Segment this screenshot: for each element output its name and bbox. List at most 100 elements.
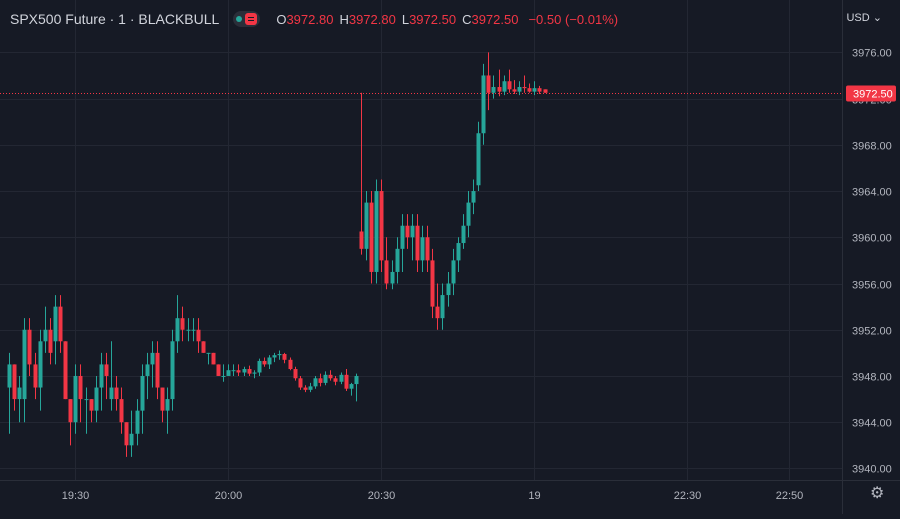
candle[interactable] <box>267 355 272 370</box>
candle[interactable] <box>532 81 537 96</box>
candle[interactable] <box>282 352 287 364</box>
candle[interactable] <box>150 341 155 388</box>
candle[interactable] <box>78 364 83 423</box>
candle[interactable] <box>135 399 140 446</box>
candle[interactable] <box>242 366 247 376</box>
candle[interactable] <box>231 364 236 376</box>
candle[interactable] <box>354 373 359 402</box>
gear-icon[interactable]: ⚙ <box>870 485 885 502</box>
candle[interactable] <box>288 357 293 371</box>
candle[interactable] <box>12 364 17 411</box>
candle[interactable] <box>522 75 527 93</box>
candle[interactable] <box>410 214 415 261</box>
candle[interactable] <box>435 283 440 330</box>
candle[interactable] <box>119 387 124 434</box>
market-status-icon[interactable] <box>233 11 261 27</box>
currency-selector[interactable]: USD ⌄ <box>846 11 882 24</box>
candle[interactable] <box>84 387 89 434</box>
candle[interactable] <box>129 410 134 457</box>
candle[interactable] <box>155 341 160 400</box>
candle[interactable] <box>293 366 298 381</box>
candle[interactable] <box>318 373 323 387</box>
candle[interactable] <box>333 375 338 386</box>
candle[interactable] <box>165 387 170 434</box>
candle[interactable] <box>517 81 522 96</box>
candle[interactable] <box>99 352 104 411</box>
candle[interactable] <box>461 214 466 249</box>
candle[interactable] <box>104 352 109 400</box>
candle[interactable] <box>308 382 313 393</box>
candle[interactable] <box>89 399 94 423</box>
candle[interactable] <box>451 248 456 296</box>
candle[interactable] <box>33 352 38 400</box>
candle[interactable] <box>349 382 354 396</box>
candle[interactable] <box>68 399 73 446</box>
candle[interactable] <box>543 89 548 93</box>
candle[interactable] <box>527 83 532 93</box>
candle[interactable] <box>17 375 22 423</box>
candle[interactable] <box>313 375 318 389</box>
candle[interactable] <box>379 179 384 272</box>
candle[interactable] <box>277 350 282 360</box>
candle[interactable] <box>339 372 344 385</box>
candle[interactable] <box>497 69 502 97</box>
candle[interactable] <box>22 318 27 423</box>
candle[interactable] <box>247 365 252 376</box>
candle[interactable] <box>420 225 425 272</box>
candle[interactable] <box>298 375 303 390</box>
candle[interactable] <box>486 52 491 111</box>
candle[interactable] <box>53 295 58 365</box>
candle[interactable] <box>328 370 333 381</box>
candle[interactable] <box>537 85 542 94</box>
candle[interactable] <box>186 318 191 342</box>
candle[interactable] <box>400 214 405 272</box>
candle[interactable] <box>257 358 262 376</box>
candle[interactable] <box>430 248 435 319</box>
candle[interactable] <box>201 341 206 353</box>
candle[interactable] <box>481 63 486 145</box>
candle[interactable] <box>43 306 48 353</box>
candle[interactable] <box>145 352 150 400</box>
candle[interactable] <box>48 318 53 365</box>
candle[interactable] <box>323 371 328 386</box>
candle[interactable] <box>415 214 420 272</box>
candle[interactable] <box>507 69 512 93</box>
candle[interactable] <box>124 422 129 457</box>
candle[interactable] <box>466 191 471 238</box>
candle[interactable] <box>196 318 201 353</box>
candle[interactable] <box>94 375 99 423</box>
candle[interactable] <box>236 364 241 376</box>
candle[interactable] <box>216 364 221 376</box>
candle[interactable] <box>491 75 496 99</box>
candle[interactable] <box>7 352 12 434</box>
candle[interactable] <box>180 306 185 342</box>
candle[interactable] <box>38 329 43 411</box>
candle[interactable] <box>262 357 267 367</box>
candle[interactable] <box>226 364 231 376</box>
candle[interactable] <box>175 295 180 353</box>
candle[interactable] <box>160 387 165 423</box>
candle[interactable] <box>58 295 63 353</box>
candle[interactable] <box>206 352 211 365</box>
candle[interactable] <box>471 179 476 215</box>
candle[interactable] <box>446 271 451 307</box>
candle[interactable] <box>140 364 145 434</box>
candles[interactable] <box>7 52 548 457</box>
candle[interactable] <box>369 191 374 284</box>
candle[interactable] <box>476 121 481 192</box>
candle[interactable] <box>395 237 400 284</box>
candle[interactable] <box>440 283 445 330</box>
candle[interactable] <box>303 385 308 393</box>
candle[interactable] <box>502 75 507 96</box>
candle[interactable] <box>390 260 395 290</box>
candle[interactable] <box>221 364 226 382</box>
candle[interactable] <box>252 370 257 379</box>
candle[interactable] <box>512 80 517 94</box>
candle[interactable] <box>73 364 78 434</box>
candle[interactable] <box>114 375 119 411</box>
candle[interactable] <box>384 237 389 290</box>
candle[interactable] <box>456 237 461 272</box>
candle[interactable] <box>272 352 277 363</box>
